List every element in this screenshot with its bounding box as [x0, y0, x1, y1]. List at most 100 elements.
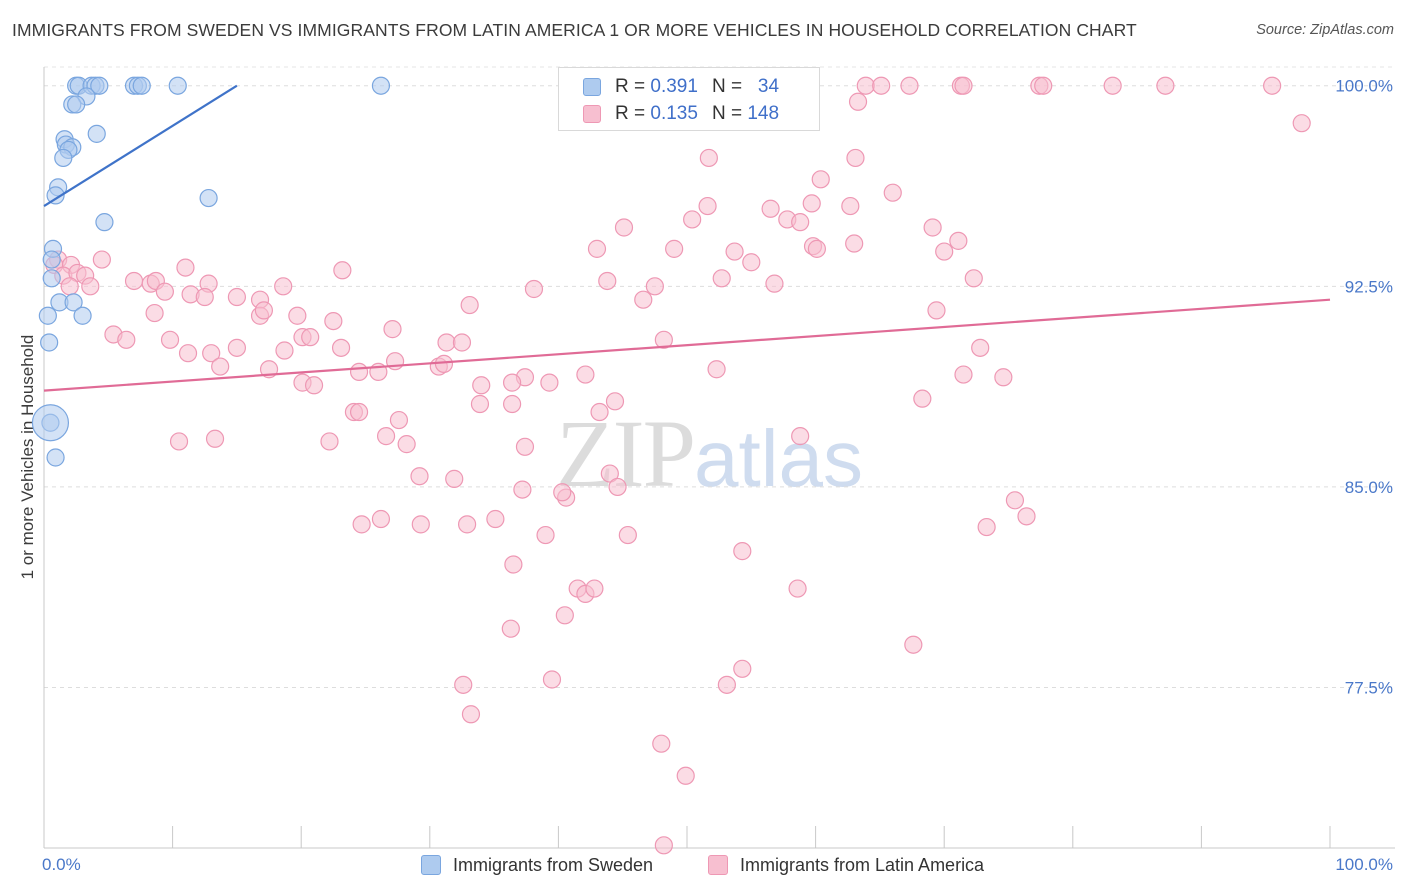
latam-point — [598, 271, 617, 291]
latam-point — [614, 218, 634, 237]
latam-trendline — [43, 298, 1331, 392]
latam-point — [540, 373, 559, 392]
y-tick-label: 100.0% — [1335, 77, 1393, 96]
latam-point — [634, 290, 653, 309]
legend-item-latam: Immigrants from Latin America — [708, 852, 984, 878]
latam-point — [503, 394, 522, 414]
legend-label-latam: Immigrants from Latin America — [740, 854, 985, 875]
latam-point — [949, 231, 968, 250]
latam-point — [352, 515, 371, 534]
latam-point — [461, 705, 481, 724]
latam-point — [872, 76, 891, 95]
latam-point — [555, 606, 574, 625]
latam-point — [195, 287, 214, 307]
latam-point — [994, 368, 1013, 387]
latam-point — [397, 435, 416, 454]
legend-label-sweden: Immigrants from Sweden — [453, 854, 654, 875]
latam-point — [848, 92, 868, 111]
latam-point — [707, 360, 726, 379]
latam-r-value: 0.135 — [650, 103, 698, 124]
latam-point — [411, 515, 430, 534]
latam-point — [605, 392, 625, 411]
latam-point — [145, 303, 164, 323]
latam-point — [585, 579, 604, 598]
latam-point — [155, 282, 174, 301]
latam-point — [81, 277, 100, 296]
axes-layer — [43, 67, 1395, 849]
latam-point — [900, 76, 919, 95]
latam-point — [964, 269, 983, 288]
latam-point — [733, 542, 752, 561]
latam-point — [503, 373, 522, 392]
sweden-point — [132, 76, 151, 95]
latam-point — [665, 239, 684, 258]
latam-point — [320, 432, 339, 451]
latam-point — [410, 467, 429, 486]
x-tick-label-max: 100.0% — [1335, 855, 1393, 874]
sweden-point — [90, 76, 109, 95]
latam-point — [742, 253, 761, 272]
latam-point — [699, 148, 718, 168]
latam-point — [60, 277, 79, 296]
latam-point — [652, 734, 671, 753]
sweden-point — [168, 76, 187, 95]
latam-point — [883, 183, 902, 202]
sweden-point — [199, 188, 218, 208]
latam-point — [654, 836, 673, 855]
latam-point — [683, 210, 702, 229]
sweden-point — [64, 293, 83, 312]
latam-point — [1103, 76, 1122, 95]
tick-labels-layer: 100.0% 92.5% 85.0% 77.5% 0.0% 100.0% — [42, 77, 1393, 874]
stats-row-latam: R = 0.135 N = 148 — [583, 102, 779, 126]
sweden-point — [95, 213, 114, 232]
latam-point — [576, 365, 595, 384]
latam-point — [645, 277, 664, 296]
y-tick-label: 85.0% — [1345, 478, 1393, 497]
latam-point — [92, 250, 111, 269]
sweden-point — [38, 306, 57, 325]
latam-point — [590, 402, 609, 422]
latam-point — [205, 429, 225, 448]
sweden-point — [371, 76, 391, 95]
latam-point — [524, 279, 544, 299]
latam-point — [600, 464, 619, 483]
latam-point — [460, 295, 479, 315]
latam-point — [434, 354, 454, 373]
latam-point — [845, 234, 864, 253]
latam-point — [349, 362, 369, 382]
latam-point — [807, 239, 826, 258]
sweden-swatch — [583, 78, 601, 96]
sweden-point — [40, 333, 59, 352]
latam-point — [160, 330, 180, 349]
latam-point — [856, 76, 875, 95]
sweden-trendline — [43, 84, 238, 208]
latam-point — [654, 330, 673, 349]
latam-point — [913, 389, 932, 408]
latam-point — [904, 635, 923, 654]
stats-row-sweden: R = 0.391 N = 34 — [583, 75, 779, 99]
latam-point — [324, 311, 343, 331]
latam-point — [1005, 491, 1025, 510]
latam-point — [452, 333, 472, 352]
latam-point — [733, 659, 752, 678]
latam-point — [437, 333, 456, 352]
latam-point — [227, 287, 246, 307]
latam-point — [618, 525, 637, 545]
trend-layer — [43, 84, 1331, 392]
latam-point — [227, 338, 246, 357]
latam-point — [254, 301, 274, 320]
r-label: R = — [615, 76, 646, 97]
sweden-point — [67, 95, 86, 114]
points-layer — [31, 76, 1311, 855]
sweden-point — [73, 306, 92, 325]
latam-point — [445, 469, 464, 488]
latam-point — [553, 483, 572, 502]
latam-point — [765, 274, 784, 293]
sweden-point — [46, 186, 65, 205]
latam-point — [676, 766, 695, 785]
y-tick-label: 77.5% — [1345, 679, 1393, 698]
latam-point — [349, 402, 369, 422]
latam-point — [333, 261, 352, 280]
sweden-point — [87, 124, 106, 143]
n-label: N = — [711, 103, 743, 124]
